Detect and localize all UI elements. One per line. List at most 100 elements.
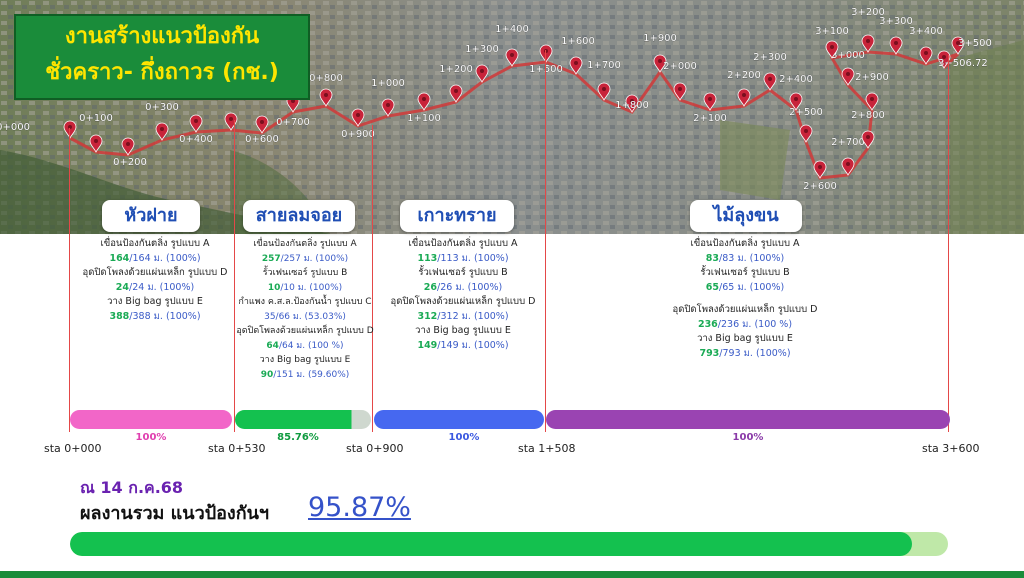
map-pin-icon [825,40,839,59]
map-pin-icon [351,108,365,127]
map-pin-icon [224,112,238,131]
station-marker-label: 1+300 [465,44,499,55]
station-marker-pin: 2+200 [727,70,761,107]
zone-item-label: เขื่อนป้องกันตลิ่ง รูปแบบ A [690,238,800,249]
station-marker-label: 2+200 [727,70,761,81]
zone-details-sailomjoy: เขื่อนป้องกันตลิ่ง รูปแบบ A 257/257 ม. (… [234,237,376,382]
station-marker-label: 2+300 [753,52,787,63]
station-marker-pin: 3+200 [851,7,885,53]
progress-label-mailungkhon: 100% [732,432,764,443]
station-marker-pin: 3+400 [909,26,943,65]
zone-item-label: กำแพง ค.ส.ล.ป้องกันน้ำ รูปแบบ C [238,297,372,307]
zone-item-label: อุดปิดโพลงด้วยแผ่นเหล็ก รูปแบบ D [236,326,374,336]
zone-item-label: เขื่อนป้องกันตลิ่ง รูปแบบ A [100,238,210,249]
map-pin-icon [951,36,965,55]
progress-label-huafai: 100% [135,432,167,443]
station-marker-pin: 1+600 [561,36,595,75]
station-marker-pin: 0+100 [79,113,113,153]
station-marker-label: 3+506.72 [938,58,988,69]
station-marker-label: 1+900 [643,33,677,44]
zone-item-value: 24/24 ม. (100%) [115,281,195,293]
zone-item-value: 164/164 ม. (100%) [109,252,201,264]
zone-item-value: 83/83 ม. (100%) [705,252,785,264]
station-marker-label: 1+000 [371,78,405,89]
map-pin-icon [625,94,639,113]
progress-bar-mailungkhon [546,410,950,429]
zone-item-value: 10/10 ม. (100%) [267,282,343,293]
map-pin-icon [475,64,489,83]
zone-item-value: 35/66 ม. (53.03%) [264,311,346,322]
map-pin-icon [417,92,431,111]
station-marker-pin: 1+900 [643,33,677,73]
station-line [372,125,373,432]
station-marker-label: 0+200 [113,157,147,168]
zone-label-sailomjoy: สายลมจอย [243,200,355,232]
zone-item-value: 388/388 ม. (100%) [109,310,201,322]
station-label: sta 0+000 [44,442,102,455]
station-marker-label: 2+700 [831,137,865,148]
station-marker-label: 3+100 [815,26,849,37]
station-marker-label: 3+400 [909,26,943,37]
station-marker-pin: 1+500 [529,44,563,75]
station-marker-label: 3+200 [851,7,885,18]
station-label: sta 0+530 [208,442,266,455]
zone-item-value: 64/64 ม. (100 %) [266,340,344,351]
zone-label-huafai: หัวฝาย [102,200,200,232]
progress-label-sailomjoy: 85.76% [277,432,319,443]
map-pin-icon [789,92,803,111]
station-marker-label: 2+400 [779,74,813,85]
map-pin-icon [813,160,827,179]
station-marker-pin: 1+100 [407,92,441,124]
map-pin-icon [861,34,875,53]
map-pin-icon [569,56,583,75]
zone-label-kohsai: เกาะทราย [400,200,514,232]
station-marker-label: 2+500 [789,107,823,118]
station-marker-label: 1+400 [495,24,529,35]
station-marker-pin: 1+200 [439,64,473,103]
map-pin-icon [799,124,813,143]
map-pin-icon [841,157,855,176]
zone-item-label: อุดปิดโพลงด้วยแผ่นเหล็ก รูปแบบ D [390,296,536,307]
map-pin-icon [89,134,103,153]
zone-item-value: 90/151 ม. (59.60%) [260,369,350,380]
summary-label: ผลงานรวม แนวป้องกันฯ [80,503,270,524]
zone-item-label: รั้วเฟนเซอร์ รูปแบบ B [262,268,348,278]
title-line-2: ชั่วคราว- กึ่งถาวร (กช.) [45,60,279,85]
progress-bar-kohsai [374,410,544,429]
station-marker-label: 1+500 [529,64,563,75]
zone-item-label: เขื่อนป้องกันตลิ่ง รูปแบบ A [253,239,357,249]
zone-item-label: รั้วเฟนเซอร์ รูปแบบ B [700,267,790,278]
summary-value: 95.87% [308,492,411,523]
map-pin-icon [889,36,903,55]
map-pin-icon [449,84,463,103]
zone-item-value: 257/257 ม. (100%) [261,253,349,264]
zone-label-mailungkhon: ไม้ลุงขน [690,200,802,232]
station-marker-pin: 2+800 [851,110,885,149]
station-marker-label: 1+100 [407,113,441,124]
station-marker-pin: 1+700 [587,60,621,101]
zone-item-value: 793/793 ม. (100%) [699,347,791,359]
zone-item-value: 149/149 ม. (100%) [417,339,509,351]
station-line [234,120,235,432]
zone-item-label: รั้วเฟนเซอร์ รูปแบบ B [418,267,508,278]
station-marker-pin: 2+100 [693,92,727,124]
station-marker-label: 0+100 [79,113,113,124]
station-marker-label: 3+500 [958,38,992,49]
map-pin-icon [737,88,751,107]
map-pin-icon [861,130,875,149]
station-marker-label: 1+600 [561,36,595,47]
map-pin-icon [255,115,269,134]
station-marker-pin: 2+400 [779,74,813,111]
station-marker-label: 2+800 [851,110,885,121]
station-marker-label: 0+300 [145,102,179,113]
zone-item-label: วาง Big bag รูปแบบ E [107,296,203,307]
station-marker-pin: 2+300 [753,52,787,91]
map-pin-icon [865,92,879,111]
progress-label-kohsai: 100% [448,432,480,443]
zone-item-value: 236/236 ม. (100 %) [697,318,793,330]
map-pin-icon [841,67,855,86]
title-box: งานสร้างแนวป้องกัน ชั่วคราว- กึ่งถาวร (ก… [14,14,310,100]
station-marker-label: 3+300 [879,16,913,27]
bottom-border [0,571,1024,578]
station-marker-label: 0+800 [309,73,343,84]
